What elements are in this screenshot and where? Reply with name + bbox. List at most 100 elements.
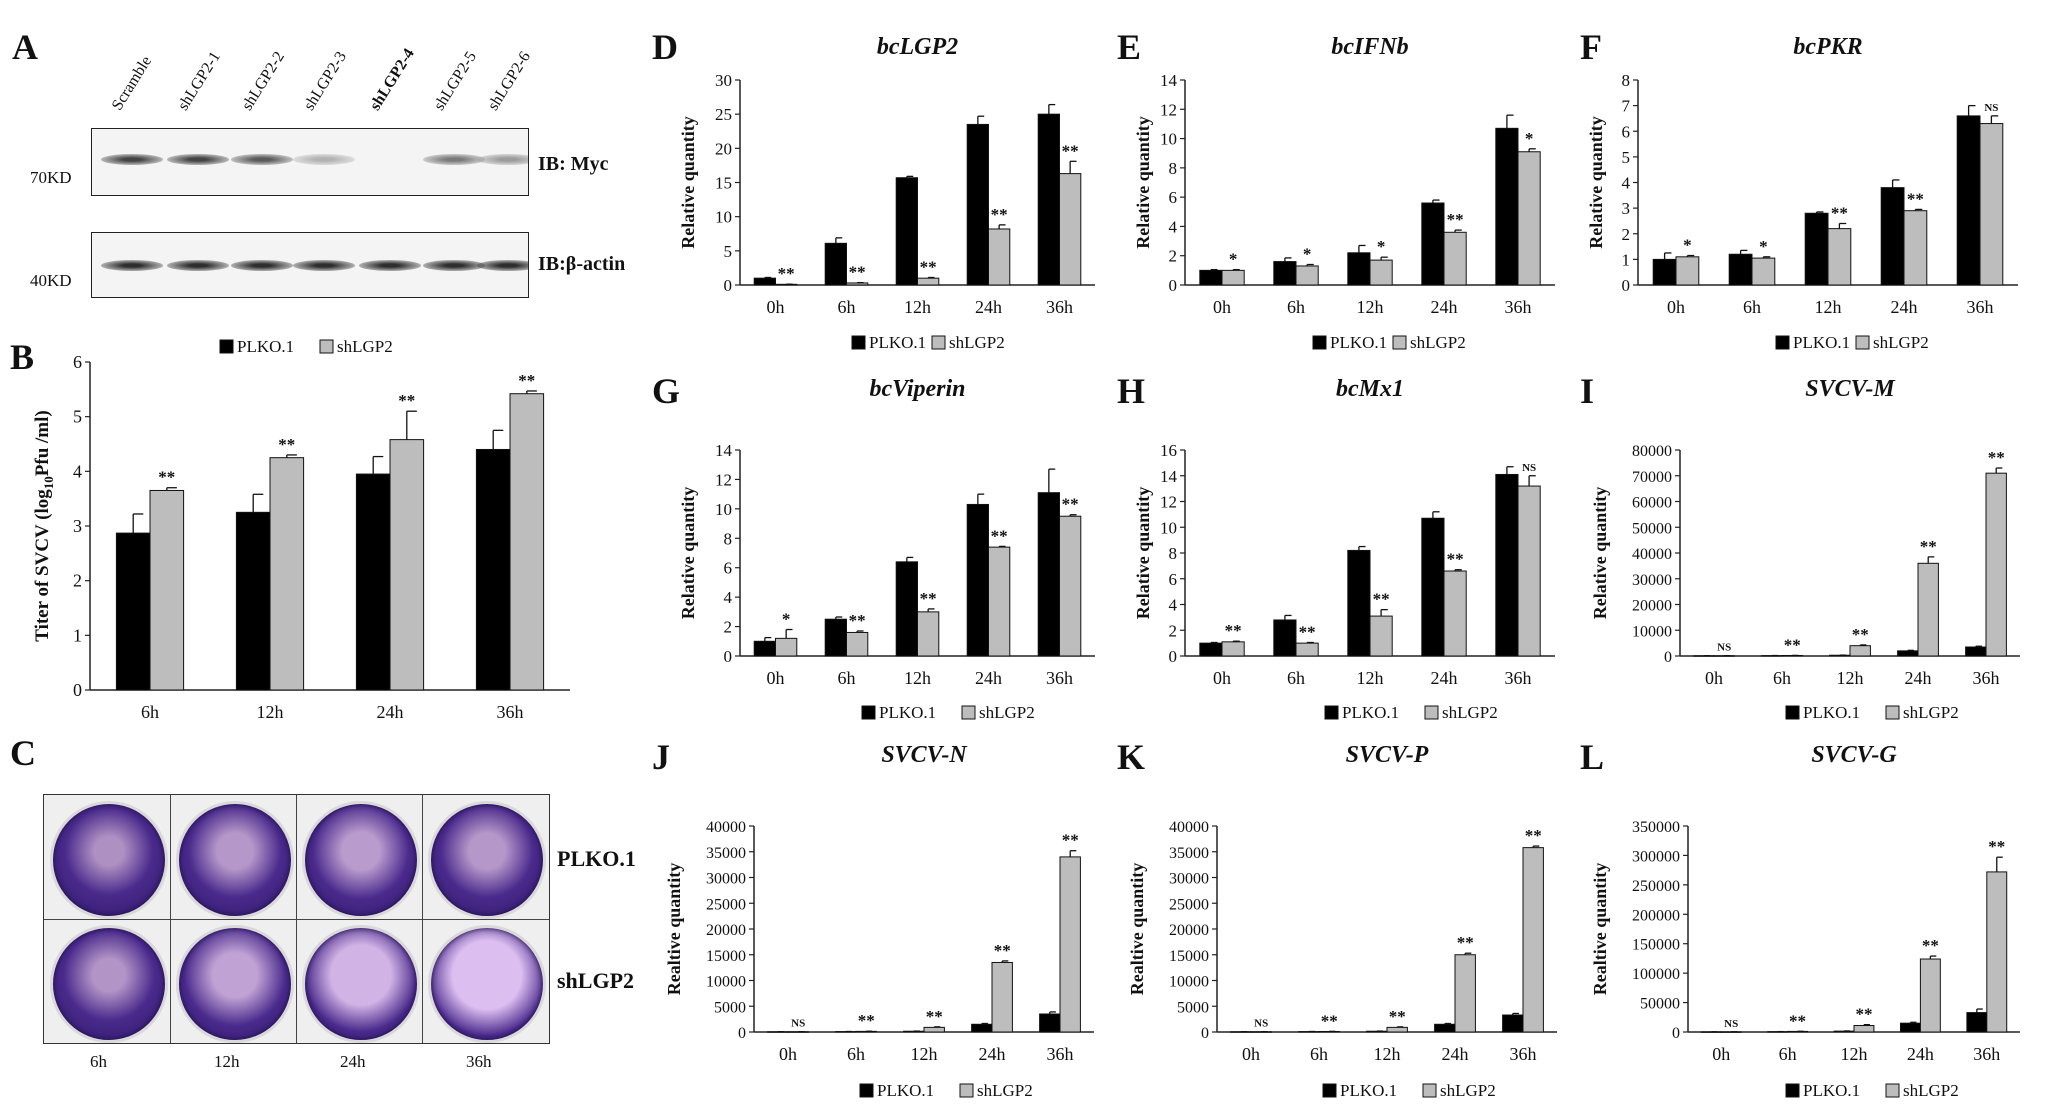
y-tick-label: 0 — [73, 680, 82, 700]
significance-marker: ** — [991, 526, 1008, 545]
blot-band — [359, 260, 421, 271]
y-tick-label: 14 — [1160, 467, 1178, 486]
legend-label-plko1: PLKO.1 — [1342, 703, 1399, 722]
blot-band — [231, 154, 293, 165]
significance-marker: ** — [1831, 204, 1848, 223]
bar-shlgp2 — [1919, 958, 1941, 1033]
bar-shlgp2 — [1522, 847, 1544, 1033]
bar-shlgp2 — [1250, 1031, 1272, 1033]
chart-title: SVCV-N — [881, 742, 968, 768]
y-tick-label: 350000 — [1632, 819, 1680, 836]
bar-shlgp2 — [1713, 655, 1735, 657]
significance-marker: ** — [1525, 826, 1542, 845]
bar-plko1 — [903, 1030, 925, 1033]
x-tick-label: 12h — [1841, 1044, 1868, 1064]
x-tick-label: 24h — [1431, 297, 1458, 317]
legend-label-shlgp2: shLGP2 — [337, 337, 393, 356]
significance-marker: * — [782, 610, 791, 629]
legend-label-plko1: PLKO.1 — [1803, 1081, 1860, 1100]
plaque-well — [176, 925, 294, 1043]
y-axis-label: Relative quantity — [1586, 116, 1606, 249]
legend-label-shlgp2: shLGP2 — [1903, 703, 1959, 722]
plaque-well — [428, 925, 546, 1043]
bar-plko1 — [1347, 549, 1371, 657]
plate-row-label-shlgp2: shLGP2 — [557, 968, 635, 993]
bar-shlgp2 — [1720, 1031, 1742, 1033]
y-tick-label: 20000 — [706, 922, 746, 939]
y-tick-label: 0 — [724, 647, 733, 666]
y-tick-label: 2 — [1622, 225, 1631, 244]
bar-plko1 — [1956, 115, 1981, 286]
x-tick-label: 24h — [979, 1044, 1006, 1064]
plate-divider — [44, 919, 549, 920]
bar-plko1 — [1502, 1014, 1524, 1033]
significance-marker: ** — [1062, 831, 1079, 850]
y-axis-label: Relative quantity — [1590, 487, 1610, 620]
plaque-well — [428, 801, 546, 919]
legend-swatch-plko1 — [1322, 1083, 1337, 1098]
blot-band — [167, 260, 229, 271]
x-tick-label: 36h — [1505, 668, 1532, 688]
blot-actin-label: IB:β-actin — [538, 253, 626, 275]
legend-label-shlgp2: shLGP2 — [979, 703, 1035, 722]
bar-shlgp2 — [149, 489, 185, 691]
legend-swatch-shlgp2 — [959, 1083, 974, 1098]
plaque-well — [50, 801, 168, 919]
chart-bcviperin: bcViperin Relative quantity 0 2 4 6 8 10 12 14 0h *… — [678, 376, 1095, 722]
y-tick-label: 40000 — [706, 819, 746, 836]
y-tick-label: 70000 — [1632, 469, 1672, 486]
significance-marker: ** — [1225, 621, 1242, 640]
x-tick-label: 0h — [1705, 668, 1723, 688]
y-tick-label: 3 — [1622, 199, 1631, 218]
y-tick-label: 5000 — [1177, 999, 1209, 1016]
chart-bcmx1: bcMx1 Relative quantity 0 2 4 6 8 10 12 14 16 0h ** 6… — [1133, 376, 1555, 722]
legend-swatch-plko1 — [1785, 705, 1800, 720]
plaque-well — [50, 925, 168, 1043]
significance-marker: * — [1229, 250, 1238, 269]
x-tick-label: 0h — [1242, 1044, 1260, 1064]
bar-plko1 — [475, 448, 511, 691]
bar-plko1 — [1965, 646, 1987, 657]
bar-shlgp2 — [389, 439, 425, 691]
bar-shlgp2 — [1318, 1030, 1340, 1033]
panel-letter-j: J — [652, 737, 670, 777]
y-tick-label: 7 — [1622, 97, 1631, 116]
significance-marker: ** — [858, 1011, 875, 1030]
bar-shlgp2 — [1221, 269, 1245, 286]
chart-title: bcLGP2 — [877, 34, 958, 60]
x-tick-label: 6h — [1287, 668, 1305, 688]
legend-label-plko1: PLKO.1 — [877, 1081, 934, 1100]
bar-shlgp2 — [509, 393, 545, 691]
y-tick-label: 0 — [1169, 647, 1178, 666]
blot-band — [423, 154, 485, 165]
y-tick-label: 10 — [715, 208, 732, 227]
legend-label-shlgp2: shLGP2 — [1873, 333, 1929, 352]
legend-swatch-shlgp2 — [931, 335, 946, 350]
legend-label-plko1: PLKO.1 — [1330, 333, 1387, 352]
significance-marker: ** — [920, 257, 937, 276]
blot-band — [477, 260, 528, 271]
bar-shlgp2 — [1386, 1026, 1408, 1033]
chart-svcv-n: SVCV-N Realtive quantity 0 5000 10000 15000 20… — [664, 742, 1094, 1100]
y-tick-label: 2 — [73, 571, 82, 591]
y-tick-label: 14 — [715, 441, 733, 460]
y-tick-label: 0 — [1664, 649, 1672, 666]
significance-marker: NS — [1522, 462, 1536, 474]
y-tick-label: 5 — [1622, 148, 1631, 167]
legend-label-plko1: PLKO.1 — [879, 703, 936, 722]
panel-letter-d: D — [652, 27, 678, 67]
significance-marker: ** — [278, 435, 295, 454]
y-tick-label: 25000 — [706, 896, 746, 913]
x-tick-label: 0h — [767, 297, 785, 317]
x-tick-label: 6h — [141, 702, 159, 722]
bar-shlgp2 — [1781, 654, 1803, 657]
bar-plko1 — [1966, 1012, 1988, 1033]
x-tick-label: 24h — [1431, 668, 1458, 688]
significance-marker: ** — [518, 371, 535, 390]
plate-time-36h: 36h — [466, 1052, 492, 1071]
significance-marker: ** — [1373, 590, 1390, 609]
bar-plko1 — [1880, 187, 1905, 286]
blot-band — [101, 260, 163, 271]
y-tick-label: 5000 — [714, 999, 746, 1016]
y-tick-label: 100000 — [1632, 966, 1680, 983]
